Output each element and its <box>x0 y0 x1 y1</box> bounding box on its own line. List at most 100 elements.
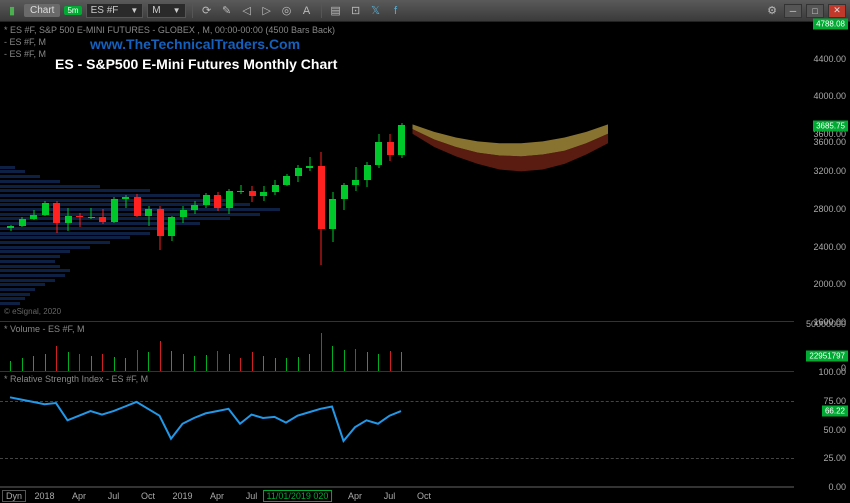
settings-icon[interactable]: ⚙ <box>764 3 780 19</box>
target-icon[interactable]: ◎ <box>279 3 295 19</box>
x-tick: 2019 <box>172 491 192 501</box>
undo-icon[interactable]: ◁ <box>239 3 255 19</box>
rsi-line <box>0 372 794 487</box>
price-badge: 22951797 <box>806 351 848 362</box>
twitter-icon[interactable]: 𝕏 <box>368 3 384 19</box>
x-tick: Apr <box>348 491 362 501</box>
volume-bar <box>309 354 310 371</box>
chart-tab[interactable]: Chart <box>24 4 60 17</box>
y-tick: 50.00 <box>823 425 846 435</box>
window-titlebar: ▮ Chart 5m ES #F ▼ M ▼ ⟳ ✎ ◁ ▷ ◎ A ▤ ⊡ 𝕏… <box>0 0 850 22</box>
y-tick: 50000000 <box>806 319 846 329</box>
volume-bar <box>240 358 241 372</box>
y-tick: 0.00 <box>828 482 846 492</box>
x-tick: Jul <box>384 491 396 501</box>
minimize-button[interactable]: ─ <box>784 4 802 18</box>
volume-bar <box>401 352 402 371</box>
volume-bar <box>298 357 299 371</box>
volume-bar <box>171 351 172 371</box>
rsi-pane[interactable]: * Relative Strength Index - ES #F, M <box>0 372 794 487</box>
y-axis: 1600.002000.002400.002800.003200.003600.… <box>794 22 850 503</box>
symbol-value: ES #F <box>91 5 119 16</box>
x-tick: Oct <box>417 491 431 501</box>
volume-bar <box>378 354 379 371</box>
x-tick: Apr <box>210 491 224 501</box>
volume-bar <box>344 350 345 371</box>
redo-icon[interactable]: ▷ <box>259 3 275 19</box>
x-tick: 2018 <box>34 491 54 501</box>
price-pane[interactable] <box>0 22 794 322</box>
maximize-button[interactable]: □ <box>806 4 824 18</box>
facebook-icon[interactable]: f <box>388 3 404 19</box>
volume-label: * Volume - ES #F, M <box>4 324 85 334</box>
volume-bar <box>252 352 253 371</box>
layers-icon[interactable]: ▤ <box>328 3 344 19</box>
y-tick: 4000.00 <box>813 91 846 101</box>
price-badge: 4788.08 <box>813 19 848 30</box>
volume-bar <box>355 349 356 371</box>
text-icon[interactable]: A <box>299 3 315 19</box>
separator <box>192 4 193 18</box>
x-tick: Apr <box>72 491 86 501</box>
chart-area: * ES #F, S&P 500 E-MINI FUTURES - GLOBEX… <box>0 22 850 503</box>
price-badge: 66.22 <box>822 405 848 416</box>
x-tick: Jul <box>246 491 258 501</box>
y-tick: 2800.00 <box>813 204 846 214</box>
zoom-icon[interactable]: ⊡ <box>348 3 364 19</box>
volume-bar <box>125 358 126 372</box>
price-badge: 3685.75 <box>813 120 848 131</box>
volume-bar <box>33 356 34 371</box>
x-tick: Oct <box>141 491 155 501</box>
volume-bar <box>217 351 218 371</box>
volume-bar <box>160 341 161 371</box>
tab-badge: 5m <box>64 6 81 15</box>
chart-window: ▮ Chart 5m ES #F ▼ M ▼ ⟳ ✎ ◁ ▷ ◎ A ▤ ⊡ 𝕏… <box>0 0 850 503</box>
volume-bar <box>114 357 115 371</box>
volume-bar <box>91 356 92 371</box>
x-axis: Dyn 2018 Apr Jul Oct 2019 Apr Jul Apr Jul Oct 11/01… <box>0 487 794 503</box>
forecast-cloud <box>0 22 794 322</box>
y-tick: 3600.00 <box>813 137 846 147</box>
volume-bar <box>102 354 103 371</box>
volume-bar <box>390 351 391 371</box>
y-tick: 3200.00 <box>813 166 846 176</box>
volume-bar <box>229 354 230 371</box>
chevron-down-icon: ▼ <box>130 6 138 15</box>
interval-value: M <box>152 5 160 16</box>
y-tick: 100.00 <box>818 367 846 377</box>
reload-icon[interactable]: ⟳ <box>199 3 215 19</box>
volume-pane[interactable]: * Volume - ES #F, M <box>0 322 794 372</box>
y-tick: 25.00 <box>823 453 846 463</box>
volume-bar <box>137 350 138 371</box>
volume-bar <box>45 354 46 371</box>
volume-bar <box>10 361 11 371</box>
chevron-down-icon: ▼ <box>173 6 181 15</box>
volume-bar <box>206 355 207 371</box>
symbol-dropdown[interactable]: ES #F ▼ <box>86 3 144 18</box>
volume-bar <box>321 333 322 371</box>
x-highlight: 11/01/2019 020 <box>263 490 333 502</box>
volume-bar <box>263 356 264 371</box>
volume-bar <box>183 354 184 371</box>
volume-bar <box>22 358 23 371</box>
x-tick: Jul <box>108 491 120 501</box>
volume-bar <box>332 346 333 371</box>
volume-bar <box>367 352 368 371</box>
close-button[interactable]: ✕ <box>828 4 846 18</box>
interval-dropdown[interactable]: M ▼ <box>147 3 185 18</box>
separator <box>321 4 322 18</box>
y-tick: 75.00 <box>823 396 846 406</box>
volume-bar <box>275 358 276 372</box>
volume-bar <box>194 356 195 371</box>
volume-bar <box>286 358 287 371</box>
y-tick: 2400.00 <box>813 242 846 252</box>
y-tick: 4400.00 <box>813 54 846 64</box>
dyn-label[interactable]: Dyn <box>2 490 26 502</box>
chart-tab-icon: ▮ <box>4 3 20 19</box>
volume-bar <box>56 346 57 371</box>
draw-icon[interactable]: ✎ <box>219 3 235 19</box>
volume-bar <box>79 354 80 371</box>
volume-bar <box>68 352 69 371</box>
y-tick: 2000.00 <box>813 279 846 289</box>
volume-bar <box>148 352 149 371</box>
